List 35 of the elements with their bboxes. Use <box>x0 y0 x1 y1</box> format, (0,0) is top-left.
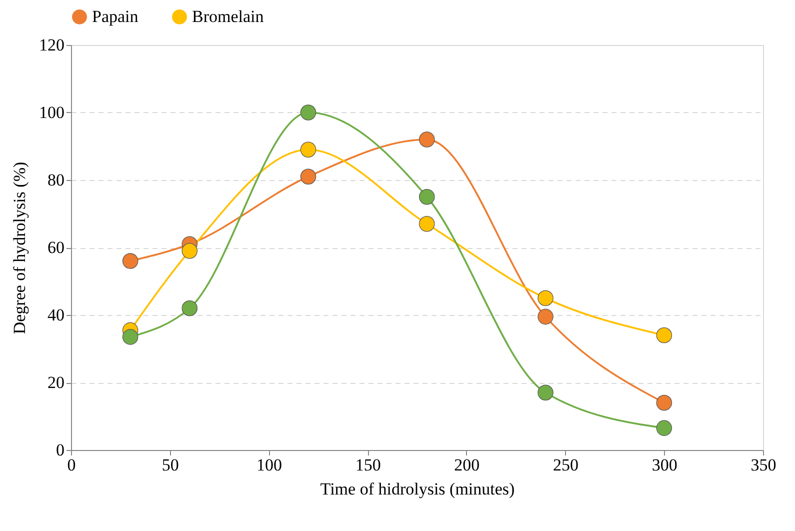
y-tick-label: 60 <box>48 238 64 257</box>
x-tick-label: 150 <box>355 456 381 474</box>
point <box>656 394 672 411</box>
point <box>419 189 435 205</box>
point <box>419 216 435 232</box>
y-tick-label: 120 <box>39 36 64 54</box>
point <box>656 327 672 344</box>
x-tick-label: 50 <box>162 456 179 474</box>
y-tick-label: 0 <box>56 440 64 460</box>
point <box>538 308 554 325</box>
x-tick-label: 300 <box>652 456 678 474</box>
x-tick-label: 0 <box>67 456 76 474</box>
x-tick-label: 100 <box>256 456 282 474</box>
legend-label: Papain <box>92 6 139 26</box>
point <box>182 300 198 316</box>
point <box>122 329 138 345</box>
point <box>182 243 198 259</box>
x-axis-title: Time of hidrolysis (minutes) <box>320 480 515 498</box>
x-tick-label: 250 <box>553 456 579 474</box>
point <box>538 384 554 400</box>
y-tick-label: 80 <box>48 170 64 190</box>
point <box>419 132 435 148</box>
y-tick-label: 40 <box>48 306 64 324</box>
point <box>538 290 554 306</box>
x-tick-label: 200 <box>454 456 480 474</box>
legend-label: Bromelain <box>192 6 264 26</box>
y-tick-label: 100 <box>39 103 64 122</box>
y-axis-title: Degree of hydrolysis (%) <box>10 162 29 334</box>
point <box>300 142 316 158</box>
point <box>656 420 672 436</box>
y-tick-label: 20 <box>48 373 64 392</box>
point <box>300 168 316 184</box>
x-tick-label: 350 <box>750 456 776 474</box>
point <box>300 104 316 120</box>
point <box>122 253 138 269</box>
